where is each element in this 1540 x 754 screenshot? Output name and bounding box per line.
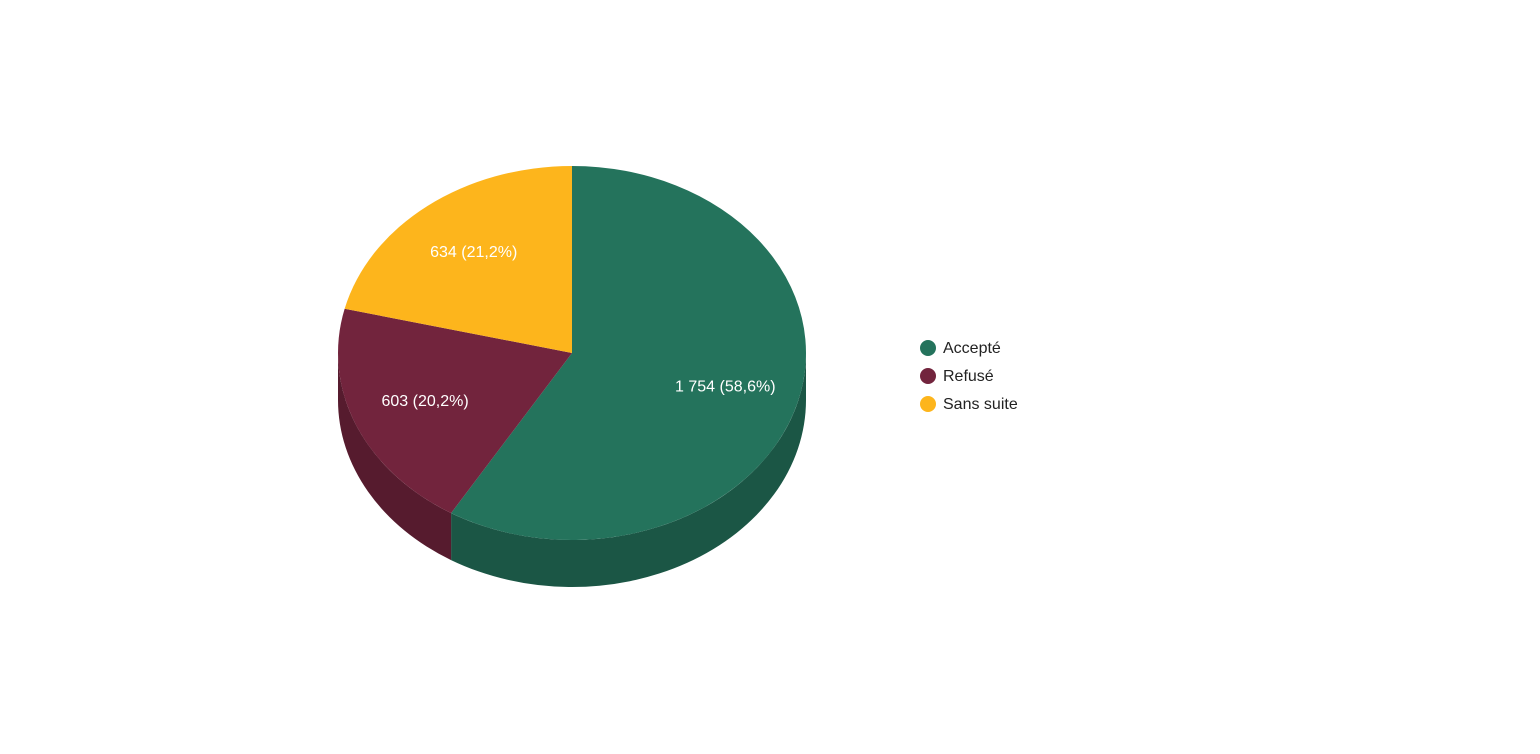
legend-marker [920,340,936,356]
slice-side [451,353,806,587]
slice [451,166,806,540]
legend-marker [920,368,936,384]
value-label: 603 (20,2%) [382,393,469,410]
legend-label: Refusé [943,368,994,385]
value-label: 1 754 (58,6%) [675,378,776,395]
legend-label: Sans suite [943,396,1018,413]
legend-marker [920,396,936,412]
value-label: 634 (21,2%) [430,244,517,261]
legend-label: Accepté [943,340,1001,357]
slice-side [338,353,452,561]
slice [337,308,572,514]
slice [344,166,572,353]
